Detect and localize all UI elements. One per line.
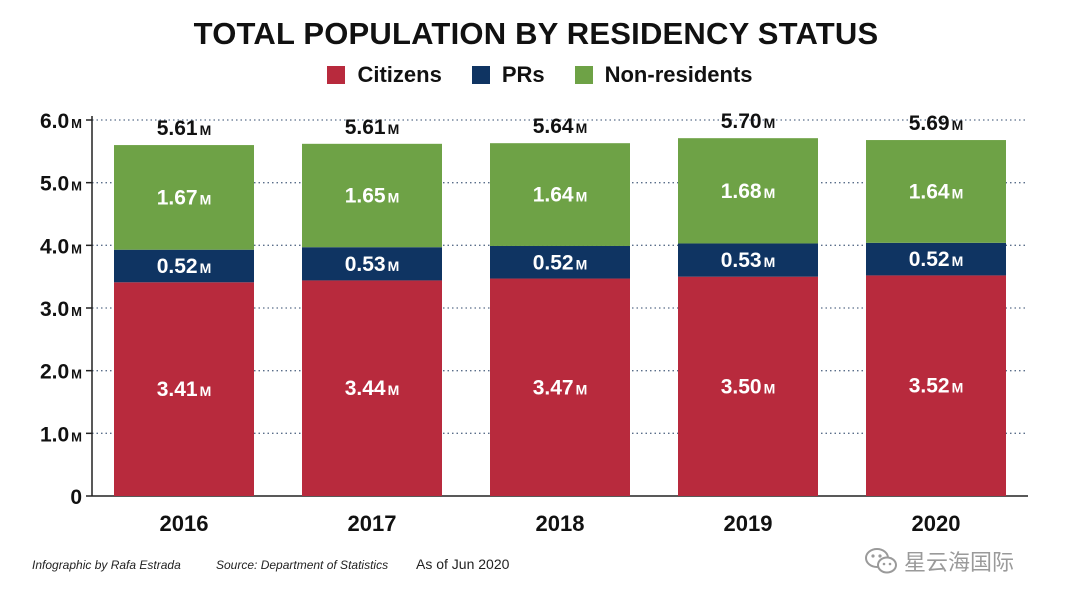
legend-label-citizens: Citizens (357, 62, 442, 87)
footer-credit: Infographic by Rafa Estrada (32, 558, 181, 572)
bar-label-prs-2020: 0.52 M (909, 248, 964, 271)
legend: Citizens PRs Non-residents (0, 62, 1080, 88)
bar-label-citizens-2017: 3.44 M (345, 377, 400, 400)
legend-swatch-prs (471, 66, 490, 84)
bar-label-citizens-2016: 3.41 M (157, 378, 212, 401)
bar-citizens-2017 (302, 280, 442, 496)
total-label-2019: 5.70 M (721, 110, 776, 133)
x-tick-label-2019: 2019 (724, 511, 773, 536)
bar-label-non-residents-2017: 1.65 M (345, 185, 400, 208)
bar-non-residents-2018 (490, 143, 630, 246)
x-tick-label-2016: 2016 (160, 511, 209, 536)
bar-label-prs-2016: 0.52 M (157, 255, 212, 278)
bar-non-residents-2019 (678, 138, 818, 244)
y-tick-label: 1.0 M (40, 423, 82, 446)
y-tick-label: 0 (70, 486, 82, 509)
bar-label-non-residents-2020: 1.64 M (909, 180, 964, 203)
footer-source: Source: Department of Statistics (216, 558, 389, 572)
total-label-2018: 5.64 M (533, 115, 588, 138)
bar-label-citizens-2020: 3.52 M (909, 375, 964, 398)
legend-swatch-citizens (327, 66, 346, 84)
legend-item-citizens: Citizens (327, 62, 442, 88)
total-label-2020: 5.69 M (909, 112, 964, 135)
bar-citizens-2019 (678, 276, 818, 496)
bar-non-residents-2017 (302, 143, 442, 248)
bar-citizens-2020 (866, 275, 1006, 496)
total-label-2016: 5.61 M (157, 117, 212, 140)
footer-as-of: As of Jun 2020 (416, 556, 510, 572)
legend-label-prs: PRs (501, 62, 545, 87)
bar-label-prs-2019: 0.53 M (721, 249, 776, 272)
y-tick-label: 2.0 M (40, 361, 82, 384)
bar-label-non-residents-2019: 1.68 M (721, 180, 776, 203)
y-tick-label: 6.0 M (40, 110, 82, 133)
bar-prs-2016 (114, 249, 254, 283)
legend-label-non-residents: Non-residents (604, 62, 753, 87)
bar-label-citizens-2019: 3.50 M (721, 375, 776, 398)
bar-label-citizens-2018: 3.47 M (533, 376, 588, 399)
bar-prs-2020 (866, 242, 1006, 276)
bar-non-residents-2020 (866, 140, 1006, 243)
watermark: 星云海国际 (864, 545, 1014, 577)
chart-title: TOTAL POPULATION BY RESIDENCY STATUS (193, 16, 879, 51)
legend-item-non-residents: Non-residents (574, 62, 753, 88)
y-tick-label: 5.0 M (40, 173, 82, 196)
legend-item-prs: PRs (471, 62, 545, 88)
wechat-icon (865, 548, 897, 574)
bar-prs-2019 (678, 243, 818, 277)
total-label-2017: 5.61 M (345, 116, 400, 139)
bar-citizens-2018 (490, 278, 630, 496)
bar-label-non-residents-2016: 1.67 M (157, 186, 212, 209)
x-tick-label-2020: 2020 (912, 511, 961, 536)
x-tick-label-2017: 2017 (348, 511, 397, 536)
bar-label-prs-2017: 0.53 M (345, 253, 400, 276)
bar-citizens-2016 (114, 282, 254, 496)
x-tick-label-2018: 2018 (536, 511, 585, 536)
bar-label-non-residents-2018: 1.64 M (533, 184, 588, 207)
legend-swatch-non-residents (574, 66, 593, 84)
y-tick-label: 3.0 M (40, 298, 82, 321)
bar-prs-2017 (302, 247, 442, 281)
y-tick-label: 4.0 M (40, 235, 82, 258)
bar-non-residents-2016 (114, 145, 254, 250)
bar-prs-2018 (490, 245, 630, 279)
bar-label-prs-2018: 0.52 M (533, 251, 588, 274)
watermark-text: 星云海国际 (904, 550, 1015, 575)
